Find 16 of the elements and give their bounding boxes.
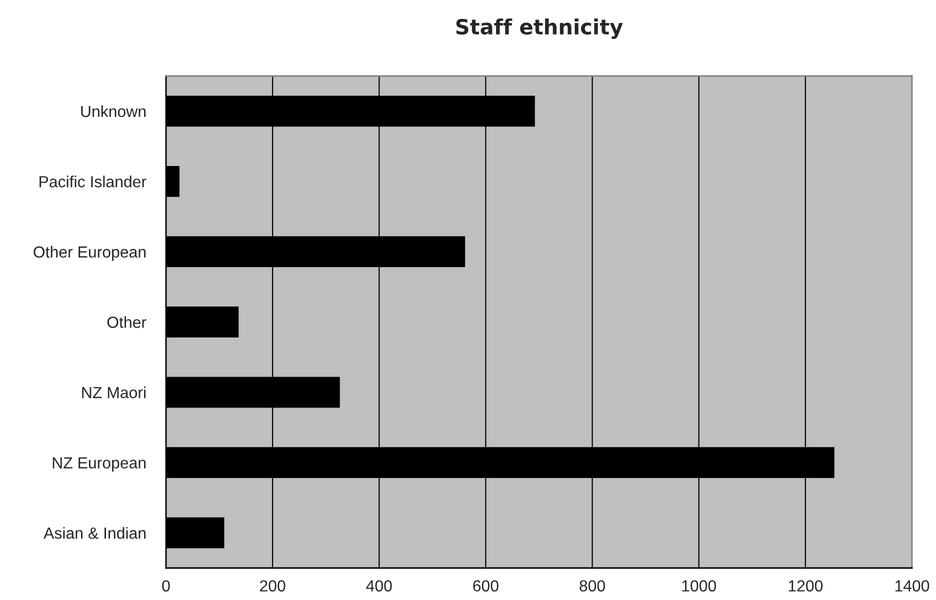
x-tick-label: 1200: [788, 580, 823, 592]
chart-title: Staff ethnicity: [456, 18, 623, 39]
x-tick-label: 1000: [682, 580, 716, 592]
y-tick-label: Other: [107, 316, 146, 328]
y-tick-label: Asian & Indian: [44, 527, 146, 539]
y-tick-label: NZ Maori: [82, 386, 146, 398]
x-tick-label: 600: [473, 580, 498, 592]
x-tick-label: 200: [260, 580, 286, 592]
x-tick-label: 800: [580, 580, 605, 592]
x-tick-label: 0: [162, 580, 170, 592]
y-tick-label: Pacific Islander: [40, 176, 146, 188]
y-tick-label: Other European: [34, 246, 146, 261]
x-tick-label: 1400: [895, 580, 930, 592]
x-tick-label: 400: [366, 580, 392, 592]
y-tick-label: Unknown: [81, 105, 146, 118]
y-tick-label: NZ European: [52, 457, 146, 472]
